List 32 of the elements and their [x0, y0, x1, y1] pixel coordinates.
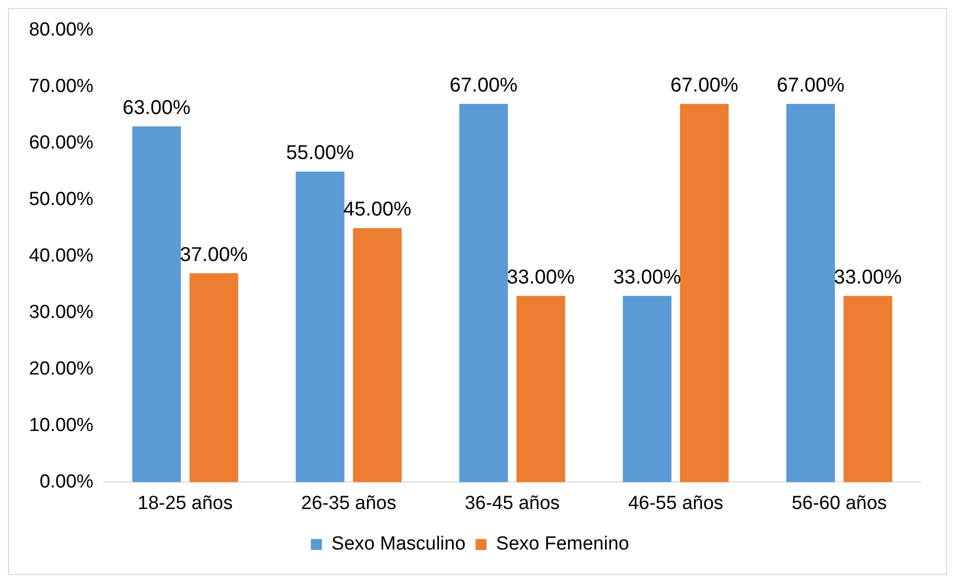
- data-label: 67.00%: [450, 74, 518, 96]
- y-tick-label: 50.00%: [28, 189, 94, 210]
- y-tick-label: 70.00%: [28, 76, 94, 98]
- bar: [459, 104, 508, 482]
- bar: [296, 172, 344, 482]
- bar: [353, 228, 402, 482]
- data-label: 67.00%: [670, 74, 738, 96]
- bar: [189, 273, 238, 482]
- y-tick-label: 80.00%: [28, 20, 94, 41]
- data-label: 55.00%: [286, 142, 354, 164]
- legend-label: Sexo Masculino: [331, 534, 466, 555]
- x-tick-label: 18-25 años: [138, 492, 233, 514]
- x-tick-label: 56-60 años: [792, 492, 887, 514]
- data-label: 63.00%: [122, 96, 191, 119]
- bar: [786, 104, 835, 482]
- y-tick-label: 0.00%: [40, 471, 94, 492]
- y-tick-label: 60.00%: [28, 132, 94, 154]
- y-tick-label: 20.00%: [28, 358, 94, 380]
- x-tick-label: 46-55 años: [628, 492, 724, 514]
- y-tick-label: 10.00%: [28, 414, 94, 436]
- x-tick-label: 36-45 años: [464, 492, 560, 514]
- legend-label: Sexo Femenino: [496, 534, 630, 555]
- data-label: 67.00%: [776, 74, 845, 96]
- bar: [680, 104, 729, 482]
- bar: [516, 296, 566, 482]
- x-tick-label: 26-35 años: [301, 492, 396, 514]
- bar: [132, 126, 181, 482]
- y-tick-label: 40.00%: [28, 246, 94, 267]
- bar: [622, 296, 672, 482]
- y-tick-label: 30.00%: [28, 302, 94, 324]
- data-label: 37.00%: [180, 244, 248, 266]
- bar: [844, 296, 892, 482]
